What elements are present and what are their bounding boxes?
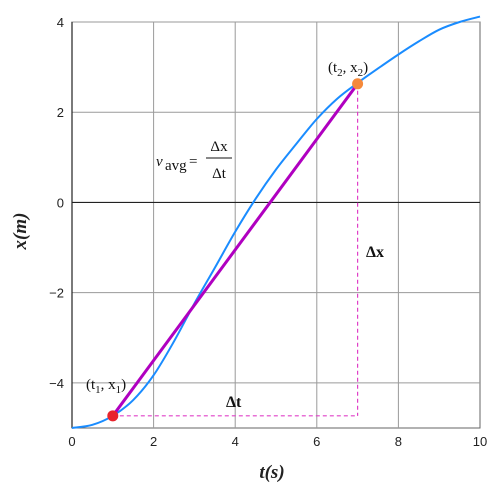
delta-guides <box>112 83 359 417</box>
position-curve <box>71 15 481 429</box>
secant-line <box>111 82 359 417</box>
fraction-denominator: Δt <box>212 166 227 182</box>
delta-x-label: Δx <box>366 244 384 261</box>
y-tick-label: −4 <box>49 376 64 391</box>
x-axis-title: t(s) <box>259 462 284 483</box>
x-tick-label: 6 <box>313 434 320 449</box>
axes <box>71 22 480 428</box>
x-tick-label: 0 <box>68 434 75 449</box>
delta-t-label: Δt <box>226 394 242 411</box>
equals-sign: = <box>189 154 197 170</box>
y-axis-title: x(m) <box>10 213 31 251</box>
v-symbol: v <box>156 154 163 170</box>
point-1 <box>107 410 119 422</box>
plot-frame <box>71 21 481 429</box>
y-tick-label: 4 <box>57 15 64 30</box>
point-1-label: (t1, x1) <box>86 377 126 396</box>
grid-lines <box>71 21 481 429</box>
y-tick-label: 2 <box>57 105 64 120</box>
velocity-formula: v avg = Δx Δt <box>156 139 232 182</box>
x-tick-label: 4 <box>232 434 239 449</box>
x-tick-label: 10 <box>473 434 487 449</box>
point-2-label: (t2, x2) <box>328 60 368 79</box>
v-subscript: avg <box>165 158 187 174</box>
y-tick-label: 0 <box>57 195 64 210</box>
y-tick-label: −2 <box>49 286 64 301</box>
x-tick-label: 8 <box>395 434 402 449</box>
point-2 <box>352 78 364 90</box>
secant-layer <box>111 82 359 417</box>
points-layer <box>107 78 364 422</box>
x-tick-label: 2 <box>150 434 157 449</box>
fraction-numerator: Δx <box>210 139 228 155</box>
tick-labels: 0 2 4 6 8 10 −4 −2 0 2 4 <box>49 15 487 449</box>
position-curve-layer <box>71 15 481 429</box>
